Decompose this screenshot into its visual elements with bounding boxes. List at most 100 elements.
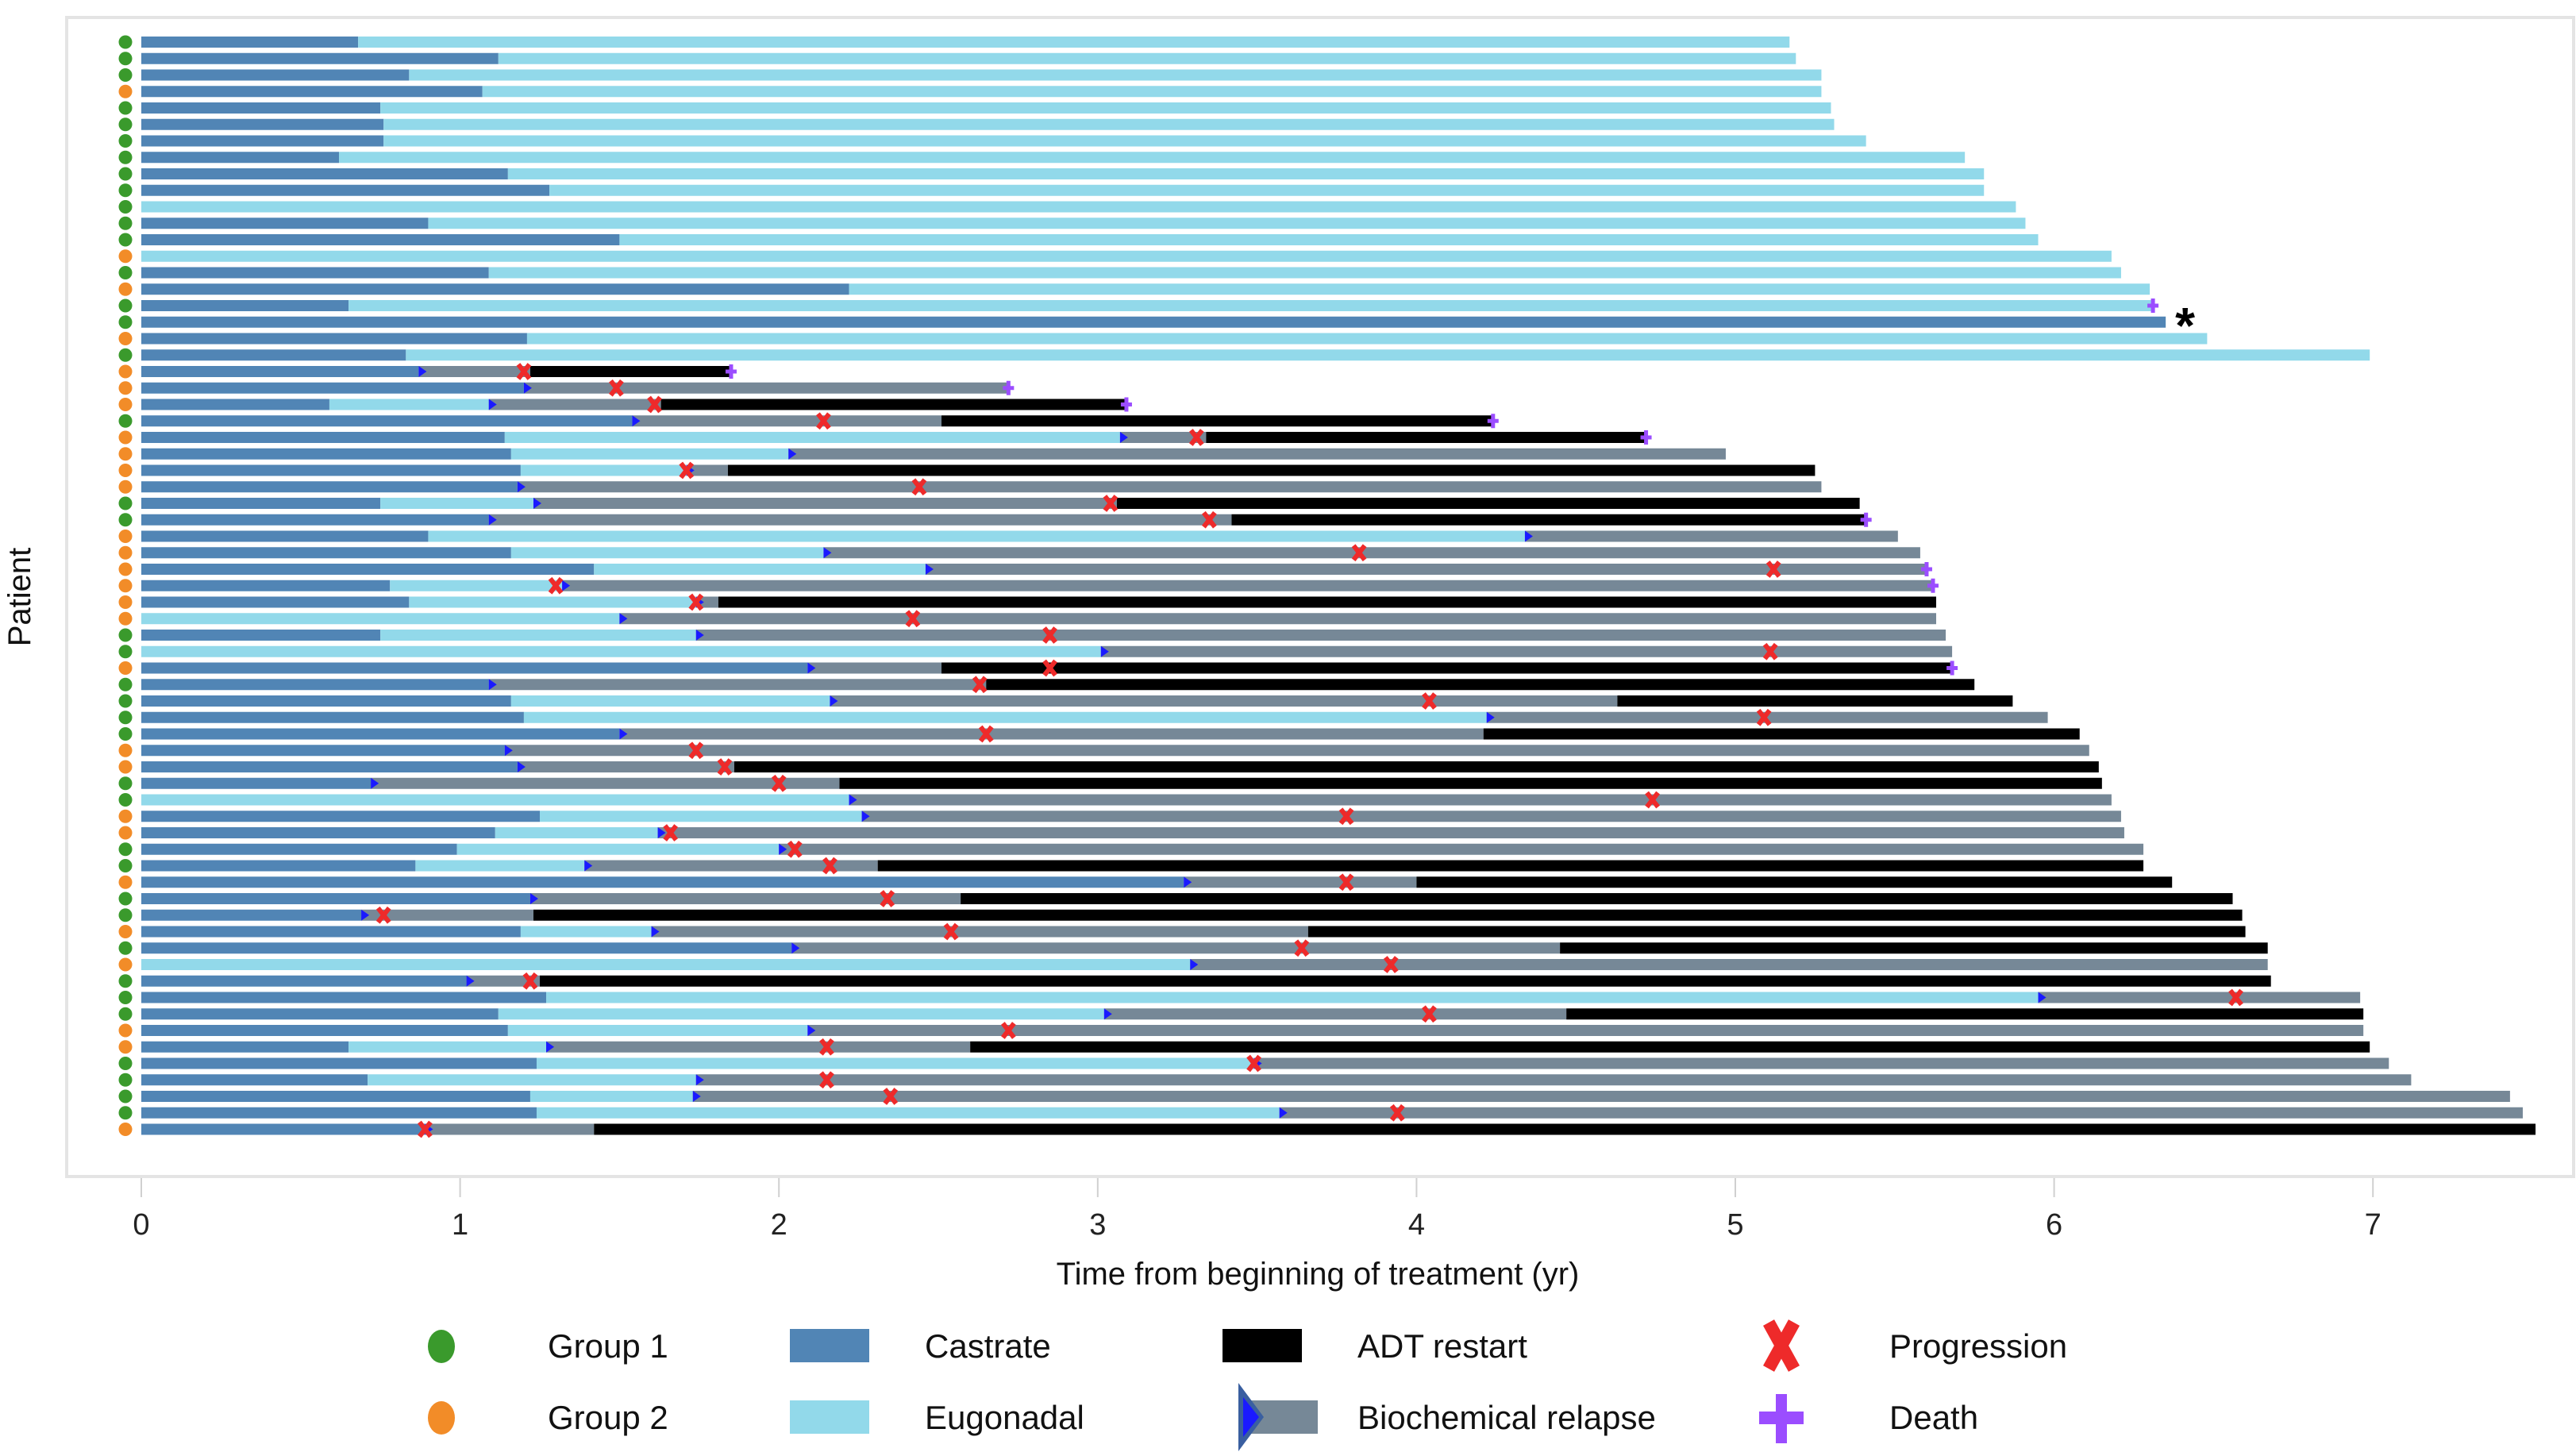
biochemical-relapse-marker: [619, 728, 628, 740]
castrate-bar: [141, 382, 524, 394]
progression-stroke: [1765, 560, 1781, 578]
progression-marker: [972, 676, 988, 694]
biochemical-relapse-bar: [1524, 530, 1898, 542]
eugonadal-bar: [488, 267, 2121, 279]
eugonadal-bar: [338, 152, 1966, 164]
progression-marker: [905, 610, 921, 628]
castrate-bar: [141, 135, 384, 147]
group-1-dot: [118, 496, 133, 510]
adt-restart-bar: [533, 909, 2243, 921]
eugonadal-bar: [504, 432, 1120, 443]
eugonadal-bar: [380, 630, 696, 641]
group-1-dot: [118, 645, 133, 659]
eugonadal-bar: [540, 811, 862, 822]
group-1-dot: [118, 52, 133, 66]
castrate-bar: [141, 283, 849, 295]
adt-restart-bar: [594, 1123, 2536, 1135]
group-2-dot: [118, 809, 133, 823]
progression-marker: [880, 890, 895, 907]
eugonadal-bar: [368, 1074, 696, 1086]
group-2-dot: [118, 743, 133, 757]
group-1-dot: [118, 793, 133, 807]
castrate-bar: [141, 1123, 425, 1135]
group-1-dot: [118, 1089, 133, 1103]
group-1-dot: [118, 1073, 133, 1087]
progression-marker: [1103, 495, 1119, 512]
castrate-bar: [141, 1025, 508, 1036]
biochemical-relapse-bar: [686, 464, 728, 476]
death-marker: [1860, 512, 1872, 527]
group-1-dot: [118, 908, 133, 922]
adt-restart-bar: [1116, 498, 1860, 509]
group-2-dot: [118, 480, 133, 494]
eugonadal-bar: [523, 711, 1487, 723]
eugonadal-bar: [348, 300, 2154, 311]
progression-marker: [1422, 1005, 1437, 1023]
castrate-bar: [141, 52, 499, 64]
eugonadal-bar: [549, 184, 1985, 196]
castrate-bar: [141, 432, 505, 443]
group-1-dot: [118, 414, 133, 428]
legend-label: Castrate: [925, 1327, 1051, 1365]
group-1-dot: [118, 991, 133, 1004]
eugonadal-bar: [507, 168, 1985, 179]
adt-restart-bar: [529, 366, 731, 377]
adt-restart-bar: [941, 415, 1493, 427]
group2-swatch-icon: [428, 1401, 455, 1435]
progression-stroke: [679, 461, 695, 480]
group-1-dot: [118, 842, 133, 857]
progression-stroke: [1294, 939, 1310, 957]
biochemical-relapse-marker: [2038, 992, 2047, 1003]
group-1-dot: [118, 167, 133, 181]
group-2-dot: [118, 1040, 133, 1054]
castrate-bar: [141, 728, 620, 740]
biochemical-relapse-marker: [533, 498, 541, 509]
group-2-dot: [118, 545, 133, 560]
progression-marker: [819, 1071, 834, 1089]
castrate-bar: [141, 118, 384, 130]
legend-label: Group 2: [548, 1399, 668, 1436]
progression-marker: [1246, 1054, 1261, 1073]
biochemical-relapse-bar: [523, 382, 1009, 394]
biochemical-relapse-bar: [692, 1091, 2510, 1102]
biochemical-relapse-bar: [619, 613, 1937, 625]
y-axis-title: Patient: [2, 548, 37, 647]
progression-stroke: [1422, 1005, 1437, 1023]
biochemical-relapse-marker: [418, 366, 427, 377]
biochemical-relapse-bar: [695, 596, 718, 608]
progression-marker: [2228, 988, 2243, 1007]
eugonadal-bar: [390, 580, 563, 591]
biochemical-relapse-marker: [1103, 1008, 1112, 1020]
group-2-dot: [118, 332, 133, 345]
biochemical-relapse-marker: [657, 827, 666, 838]
progression-stroke: [880, 890, 895, 907]
progression-stroke: [1422, 692, 1437, 710]
adt-restart-bar: [1307, 926, 2246, 938]
progression-stroke: [647, 395, 662, 414]
biochemical-relapse-marker: [692, 1091, 701, 1102]
eugonadal-bar: [409, 596, 696, 608]
progression-marker: [609, 379, 624, 397]
biochemical-relapse-bar: [1119, 432, 1207, 443]
castrate-bar: [141, 333, 527, 345]
legend-item-group2: Group 2: [428, 1399, 668, 1436]
biochemical-relapse-marker: [779, 843, 787, 855]
biochemical-relapse-bar: [1279, 1107, 2523, 1119]
biochemical-relapse-marker: [695, 630, 704, 641]
progression-stroke: [1201, 510, 1217, 529]
x-tick-label: 6: [2046, 1208, 2062, 1242]
adt-restart-bar: [941, 662, 1953, 674]
group-2-dot: [118, 530, 133, 543]
group-1-dot: [118, 68, 133, 82]
biochemical-relapse-marker: [849, 794, 857, 806]
castrate-bar: [141, 843, 457, 855]
eugonadal-bar: [619, 234, 2039, 245]
progression-stroke: [522, 972, 538, 990]
group-2-dot: [118, 1123, 133, 1136]
biochemical-relapse-marker: [361, 909, 370, 921]
group-1-dot: [118, 298, 133, 313]
eugonadal-bar: [546, 992, 2039, 1003]
group-2-dot: [118, 611, 133, 626]
castrate-bar: [141, 184, 550, 196]
progression-stroke: [375, 906, 391, 924]
